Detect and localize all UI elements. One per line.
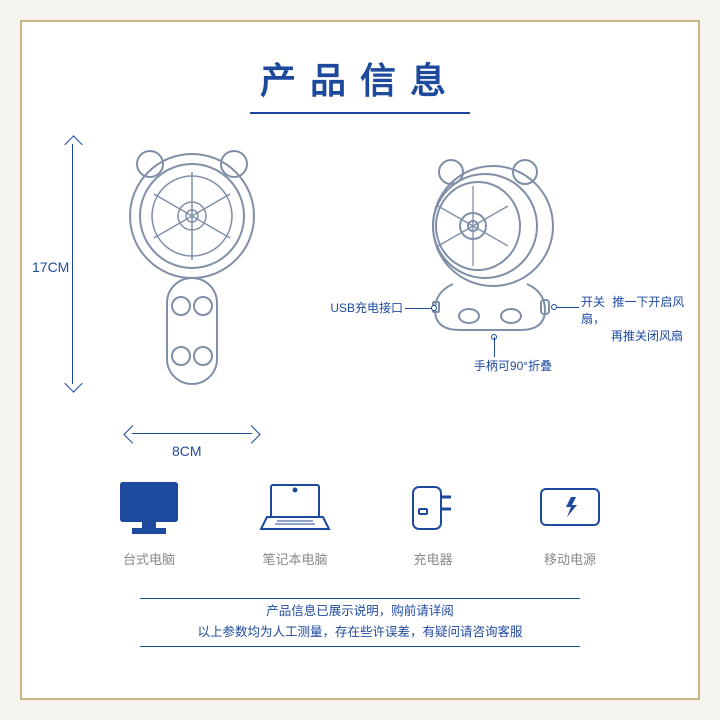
title-underline [250, 112, 470, 114]
device-label: 充电器 [413, 549, 452, 568]
device-charger: 充电器 [407, 479, 459, 568]
diagram-section: 17CM [57, 144, 663, 454]
charger-icon [407, 479, 459, 535]
footer-notice: 产品信息已展示说明，购前请详阅 以上参数均为人工测量，存在些许误差，有疑问请咨询… [57, 598, 663, 647]
powerbank-icon [535, 479, 605, 535]
footer-text-1: 产品信息已展示说明，购前请详阅 [57, 601, 663, 622]
charging-devices-row: 台式电脑 笔记本电脑 [57, 479, 663, 568]
device-powerbank: 移动电源 [535, 479, 605, 568]
callout-switch-label: 开关 [581, 295, 605, 309]
device-label: 笔记本电脑 [262, 549, 327, 568]
callout-usb-line [405, 308, 433, 309]
callout-usb: USB充电接口 [313, 300, 403, 317]
device-laptop: 笔记本电脑 [259, 479, 331, 568]
laptop-icon [259, 479, 331, 535]
device-desktop: 台式电脑 [115, 479, 183, 568]
desktop-icon [115, 479, 183, 535]
product-info-card: 产品信息 17CM [20, 20, 700, 700]
width-label: 8CM [172, 443, 202, 459]
front-view-diagram: 17CM [77, 144, 297, 444]
width-dimension-line [132, 433, 252, 434]
callout-switch: 开关 推一下开启风扇， 再推关闭风扇 [581, 294, 701, 344]
callout-switch-desc2: 再推关闭风扇 [611, 329, 683, 343]
side-view-diagram: USB充电接口 开关 推一下开启风扇， 再推关闭风扇 手柄可90°折叠 [343, 144, 643, 424]
callout-usb-dot [431, 305, 437, 311]
footer-line-top [140, 598, 580, 599]
device-label: 台式电脑 [123, 549, 175, 568]
page-title: 产品信息 [57, 52, 663, 104]
device-label: 移动电源 [544, 549, 596, 568]
height-label: 17CM [32, 259, 69, 275]
height-dimension-line [72, 144, 92, 384]
footer-line-bottom [140, 646, 580, 647]
callout-switch-line [557, 307, 579, 308]
callout-fold: 手柄可90°折叠 [453, 358, 573, 375]
fan-front-drawing [112, 144, 272, 404]
callout-fold-line [494, 337, 495, 357]
footer-text-2: 以上参数均为人工测量，存在些许误差，有疑问请咨询客服 [57, 622, 663, 643]
